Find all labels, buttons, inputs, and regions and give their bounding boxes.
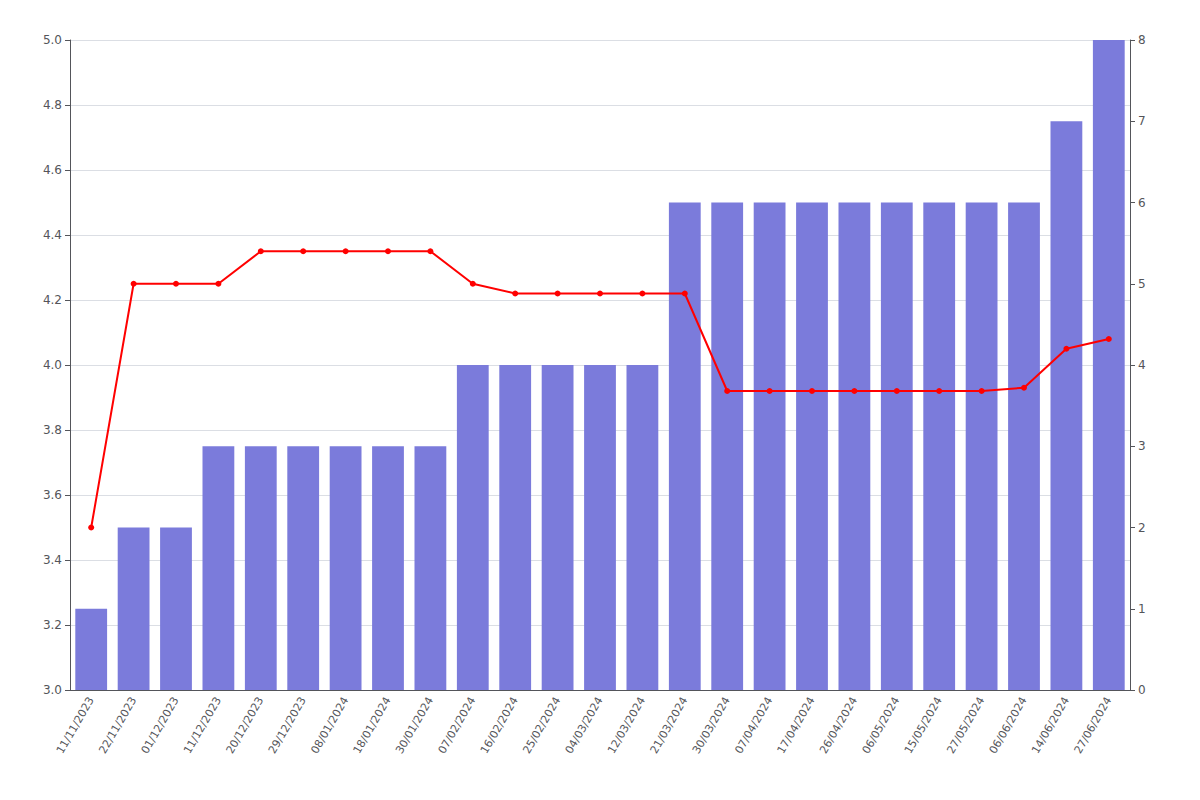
svg-text:08/01/2024: 08/01/2024 <box>308 695 351 756</box>
svg-text:4: 4 <box>1138 358 1146 372</box>
svg-text:22/11/2023: 22/11/2023 <box>96 695 139 756</box>
svg-text:20/12/2023: 20/12/2023 <box>224 695 267 756</box>
svg-text:06/05/2024: 06/05/2024 <box>860 695 903 756</box>
svg-text:14/06/2024: 14/06/2024 <box>1029 695 1072 756</box>
svg-text:01/12/2023: 01/12/2023 <box>139 695 182 756</box>
svg-text:3.0: 3.0 <box>43 683 62 697</box>
svg-text:18/01/2024: 18/01/2024 <box>351 695 394 756</box>
svg-text:26/04/2024: 26/04/2024 <box>817 695 860 756</box>
svg-text:30/03/2024: 30/03/2024 <box>690 695 733 756</box>
svg-text:3: 3 <box>1138 439 1146 453</box>
svg-text:27/06/2024: 27/06/2024 <box>1072 695 1115 756</box>
svg-text:04/03/2024: 04/03/2024 <box>563 695 606 756</box>
svg-text:8: 8 <box>1138 33 1146 47</box>
svg-text:4.6: 4.6 <box>43 163 62 177</box>
svg-text:4.8: 4.8 <box>43 98 62 112</box>
svg-text:12/03/2024: 12/03/2024 <box>605 695 648 756</box>
svg-text:16/02/2024: 16/02/2024 <box>478 695 521 756</box>
svg-text:07/02/2024: 07/02/2024 <box>436 695 479 756</box>
svg-text:3.4: 3.4 <box>43 553 62 567</box>
svg-text:6: 6 <box>1138 196 1146 210</box>
svg-text:30/01/2024: 30/01/2024 <box>393 695 436 756</box>
svg-text:4.2: 4.2 <box>43 293 62 307</box>
svg-text:0: 0 <box>1138 683 1146 697</box>
svg-text:11/11/2023: 11/11/2023 <box>54 695 97 756</box>
svg-text:1: 1 <box>1138 602 1146 616</box>
svg-text:06/06/2024: 06/06/2024 <box>987 695 1030 756</box>
svg-text:17/04/2024: 17/04/2024 <box>775 695 818 756</box>
svg-text:07/04/2024: 07/04/2024 <box>732 695 775 756</box>
svg-text:11/12/2023: 11/12/2023 <box>181 695 224 756</box>
svg-text:4.0: 4.0 <box>43 358 62 372</box>
svg-text:3.6: 3.6 <box>43 488 62 502</box>
svg-text:4.4: 4.4 <box>43 228 62 242</box>
svg-text:5.0: 5.0 <box>43 33 62 47</box>
svg-text:3.2: 3.2 <box>43 618 62 632</box>
svg-text:29/12/2023: 29/12/2023 <box>266 695 309 756</box>
svg-text:5: 5 <box>1138 277 1146 291</box>
svg-text:3.8: 3.8 <box>43 423 62 437</box>
svg-text:27/05/2024: 27/05/2024 <box>944 695 987 756</box>
svg-text:21/03/2024: 21/03/2024 <box>648 695 691 756</box>
svg-text:7: 7 <box>1138 114 1146 128</box>
svg-text:25/02/2024: 25/02/2024 <box>520 695 563 756</box>
svg-text:15/05/2024: 15/05/2024 <box>902 695 945 756</box>
svg-text:2: 2 <box>1138 521 1146 535</box>
